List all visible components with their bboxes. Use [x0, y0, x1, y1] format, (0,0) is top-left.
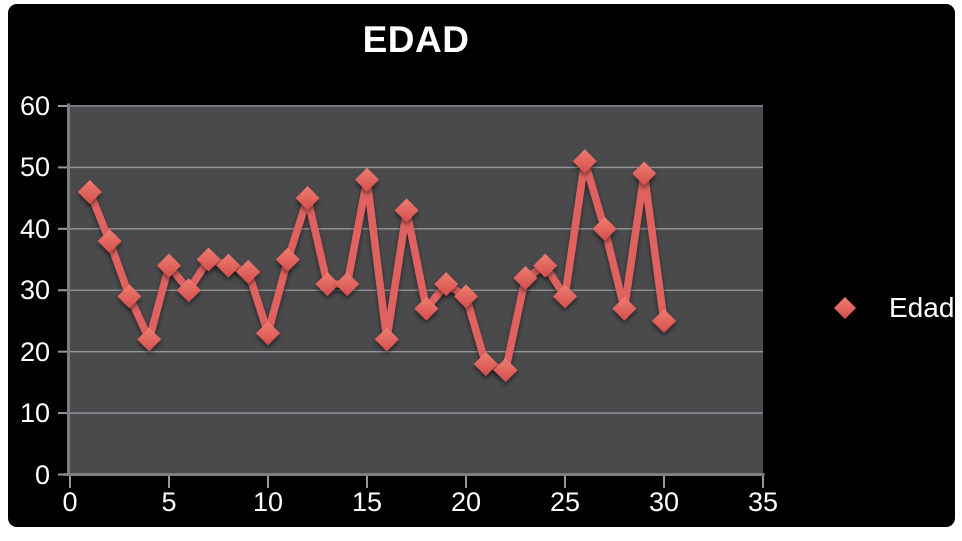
x-tick-label: 10 — [252, 487, 284, 517]
data-point-marker — [533, 253, 558, 278]
legend: Edad — [808, 289, 954, 327]
data-point-marker — [157, 253, 181, 278]
data-point-marker — [137, 327, 162, 352]
data-point-marker — [275, 247, 300, 272]
y-tick-label: 30 — [19, 275, 50, 306]
data-point-marker — [414, 296, 439, 321]
y-tick-label: 40 — [19, 213, 50, 244]
data-point-marker — [216, 253, 241, 278]
data-point-marker — [434, 272, 459, 297]
data-point-marker — [513, 265, 538, 290]
data-point-marker — [196, 247, 221, 272]
data-point-marker — [493, 358, 518, 383]
data-point-marker — [572, 149, 597, 174]
data-point-marker — [473, 351, 498, 376]
data-point-marker — [236, 259, 261, 284]
x-tick-label: 30 — [648, 487, 680, 517]
x-tick-label: 15 — [351, 487, 383, 517]
data-point-marker — [176, 278, 201, 303]
x-tick-label: 20 — [450, 487, 482, 517]
data-point-marker — [335, 272, 360, 297]
data-point-marker — [553, 284, 577, 309]
data-point-marker — [612, 296, 637, 321]
y-tick-label: 60 — [19, 91, 50, 121]
data-point-marker — [592, 216, 617, 241]
x-tick-label: 0 — [62, 487, 78, 517]
data-point-marker — [355, 167, 379, 192]
chart-title: EDAD — [362, 19, 470, 60]
y-tick-label: 0 — [34, 459, 50, 490]
data-point-marker — [394, 198, 419, 223]
data-point-marker — [632, 161, 657, 186]
x-tick-label: 25 — [549, 487, 581, 517]
data-point-marker — [454, 284, 478, 309]
y-tick-label: 10 — [19, 398, 50, 429]
x-tick-label: 5 — [161, 487, 177, 517]
data-point-marker — [117, 284, 142, 309]
y-tick-label: 50 — [19, 152, 50, 183]
data-point-marker — [315, 272, 340, 297]
y-tick-label: 20 — [19, 336, 50, 367]
data-point-marker — [652, 308, 676, 333]
x-tick-label: 35 — [747, 487, 779, 517]
legend-label: Edad — [889, 292, 955, 323]
data-point-marker — [295, 186, 320, 211]
data-point-marker — [97, 229, 122, 254]
data-point-marker — [374, 327, 399, 352]
legend-line-marker-icon — [808, 297, 882, 319]
data-point-marker — [256, 321, 280, 346]
data-point-marker — [77, 179, 102, 204]
